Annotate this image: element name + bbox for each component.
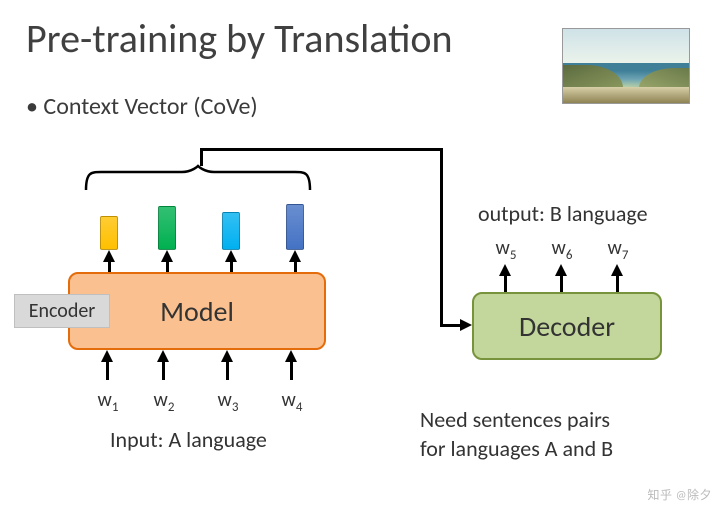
input-caption: Input: A language (110, 426, 267, 453)
output-caption: output: B language (478, 200, 648, 227)
watermark: 知乎 @除夕 (648, 486, 712, 503)
note-line1: Need sentences pairs (420, 406, 610, 433)
note-line2: for languages A and B (420, 435, 613, 462)
note-sentence-pairs: Need sentences pairs for languages A and… (420, 406, 613, 463)
